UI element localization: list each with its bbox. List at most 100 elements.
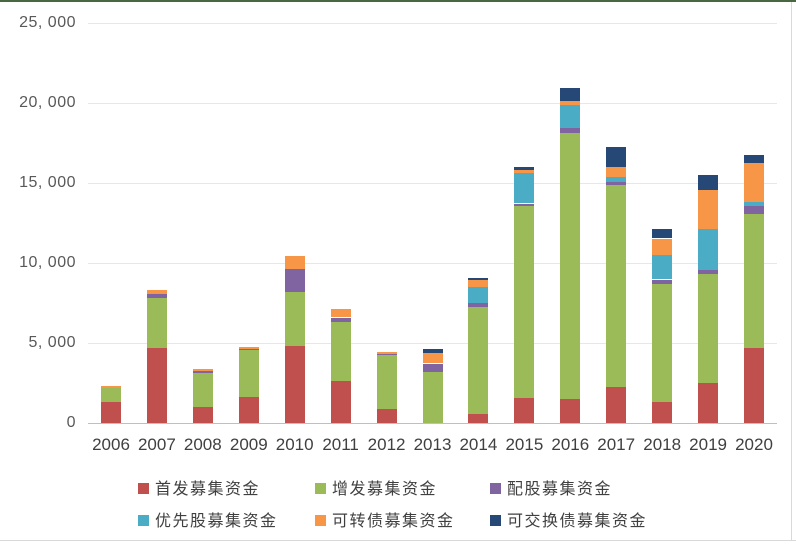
bar-2016-rights (560, 127, 581, 133)
bar-2020-rights (744, 205, 764, 214)
bar-2019-preferred (698, 228, 719, 271)
bar-2019-convertible (698, 189, 719, 229)
x-axis-tick-label: 2015 (505, 435, 544, 454)
bar-2013-exchangeable (422, 349, 443, 353)
x-axis-line (88, 423, 777, 424)
legend-label-rights: 配股募集资金 (507, 480, 613, 498)
x-axis-tick-label: 2018 (643, 435, 682, 454)
window-bottom-edge (0, 540, 796, 541)
bar-2014-exchangeable (468, 277, 489, 280)
bar-2018-ipo (652, 401, 673, 423)
legend-swatch-seo (315, 482, 326, 494)
bar-2006-ipo (101, 402, 121, 423)
bar-2010-ipo (284, 346, 305, 423)
legend-item-convertible: 可转债募集资金 (315, 513, 455, 529)
bar-2007-seo (146, 298, 167, 349)
window-right-edge (791, 2, 792, 540)
bar-2007-convertible (146, 290, 167, 295)
x-axis-tick-label: 2016 (551, 435, 590, 454)
x-axis-tick-label: 2009 (229, 435, 268, 454)
x-axis-tick-label: 2007 (137, 435, 176, 454)
bar-2009-ipo (238, 396, 259, 423)
x-axis-tick-label: 2017 (597, 435, 636, 454)
bar-2011-ipo (330, 381, 351, 423)
y-axis-tick-label: 25, 000 (19, 14, 76, 31)
bar-2020-preferred (744, 201, 764, 206)
bar-2006-convertible (101, 385, 121, 388)
bar-2013-rights (422, 363, 443, 372)
bar-2018-preferred (652, 255, 673, 280)
bar-2011-convertible (330, 309, 351, 318)
bar-2012-rights (376, 354, 397, 356)
x-axis-tick-label: 2006 (92, 435, 130, 454)
bar-2012-seo (376, 355, 397, 409)
legend-item-ipo: 首发募集资金 (138, 481, 260, 497)
legend-item-rights: 配股募集资金 (490, 481, 612, 497)
legend-label-exchangeable: 可交换债募集资金 (507, 512, 648, 530)
bar-2010-convertible (284, 256, 305, 269)
bar-2018-exchangeable (652, 229, 673, 239)
bar-2020-exchangeable (744, 155, 764, 164)
bar-2016-seo (560, 132, 581, 399)
bar-2017-rights (606, 181, 627, 185)
x-axis-tick-label: 2008 (183, 435, 222, 454)
bar-2006-seo (101, 387, 121, 403)
gridline-10000 (88, 263, 777, 264)
bar-2016-ipo (560, 399, 581, 423)
gridline-15000 (88, 183, 777, 184)
gridline-20000 (88, 103, 777, 104)
bar-2013-seo (422, 371, 443, 423)
bar-2015-exchangeable (514, 166, 535, 171)
y-axis-tick-label: 10, 000 (19, 254, 76, 271)
x-axis-tick-label: 2020 (735, 435, 773, 454)
x-axis-tick-label: 2010 (275, 435, 314, 454)
legend-swatch-preferred (138, 514, 149, 526)
x-axis-tick-label: 2012 (367, 435, 406, 454)
bar-2014-seo (468, 306, 489, 415)
bar-2010-seo (284, 291, 305, 347)
bar-2015-ipo (514, 398, 535, 423)
bar-2009-convertible (238, 347, 259, 349)
y-axis-tick-label: 15, 000 (19, 174, 76, 191)
bar-2007-ipo (146, 348, 167, 423)
bar-2019-seo (698, 274, 719, 384)
bar-2014-rights (468, 303, 489, 307)
bar-2012-convertible (376, 351, 397, 354)
legend-item-preferred: 优先股募集资金 (138, 513, 278, 529)
bar-2016-convertible (560, 100, 581, 106)
gridline-25000 (88, 23, 777, 24)
legend-label-ipo: 首发募集资金 (155, 480, 261, 498)
bar-2018-convertible (652, 238, 673, 256)
bar-2017-seo (606, 184, 627, 387)
bar-2020-ipo (744, 348, 764, 423)
legend-swatch-rights (490, 482, 501, 494)
bar-2015-preferred (514, 172, 535, 204)
bar-2014-convertible (468, 280, 489, 288)
bar-2019-rights (698, 270, 719, 275)
bar-2019-exchangeable (698, 174, 719, 190)
bar-2017-convertible (606, 166, 627, 177)
bar-2018-rights (652, 279, 673, 284)
legend-label-preferred: 优先股募集资金 (155, 512, 278, 530)
bar-2017-exchangeable (606, 146, 627, 167)
bar-2020-convertible (744, 163, 764, 202)
bar-2014-ipo (468, 414, 489, 423)
bar-2016-preferred (560, 105, 581, 128)
bar-2007-rights (146, 294, 167, 299)
bar-2019-ipo (698, 383, 719, 423)
legend-item-seo: 增发募集资金 (315, 481, 437, 497)
bar-2008-ipo (192, 407, 213, 423)
bar-2015-convertible (514, 170, 535, 173)
bar-2011-rights (330, 317, 351, 323)
x-axis-tick-label: 2011 (322, 435, 359, 454)
bar-2010-rights (284, 268, 305, 292)
gridline-5000 (88, 343, 777, 344)
bar-2020-seo (744, 214, 764, 349)
bar-2011-seo (330, 322, 351, 382)
legend-label-seo: 增发募集资金 (332, 480, 438, 498)
bar-2015-rights (514, 203, 535, 206)
bar-2009-seo (238, 350, 259, 397)
x-axis-tick-label: 2019 (689, 435, 727, 454)
bar-2018-seo (652, 283, 673, 402)
